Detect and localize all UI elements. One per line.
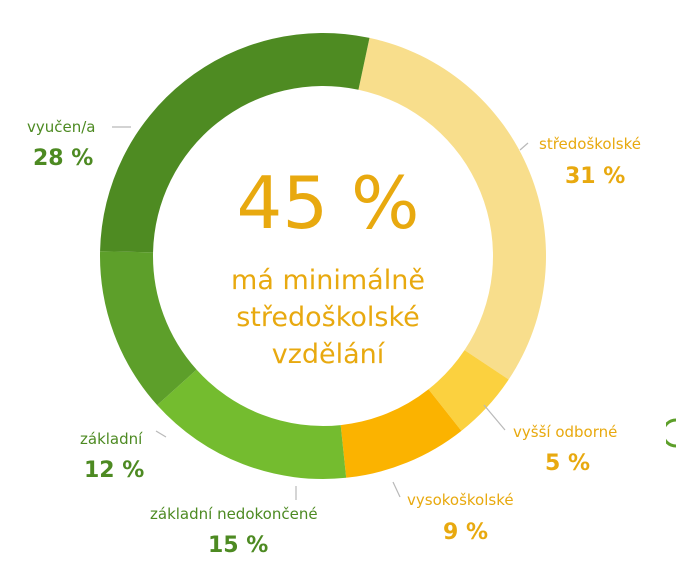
- leader-line-1: [483, 404, 506, 431]
- edge-decoration: [666, 418, 677, 448]
- slice-value-zakladni: 12 %: [84, 458, 145, 483]
- leader-line-4: [155, 430, 167, 438]
- donut-slice-3: [157, 369, 347, 479]
- center-headline: 45 %: [236, 161, 420, 245]
- slice-label-vyucen: vyučen/a: [27, 118, 96, 136]
- center-caption: má minimálně středoškolské vzdělání: [178, 262, 478, 373]
- center-caption-line-2: středoškolské: [236, 302, 420, 333]
- donut-slice-0: [358, 37, 546, 380]
- donut-slice-1: [428, 350, 509, 431]
- donut-slice-5: [100, 32, 370, 253]
- slice-value-stredoskolske: 31 %: [565, 164, 626, 189]
- slice-value-vyucen: 28 %: [33, 146, 94, 171]
- center-caption-line-3: vzdělání: [271, 339, 385, 370]
- leader-line-2: [392, 481, 401, 498]
- donut-slice-4: [100, 251, 197, 406]
- leader-line-0: [519, 142, 529, 151]
- slice-value-vysokoskolske: 9 %: [443, 520, 489, 545]
- slice-label-vyssi-odborne: vyšší odborné: [513, 423, 618, 441]
- center-caption-line-1: má minimálně: [231, 265, 425, 296]
- slice-label-zakladni: základní: [80, 430, 143, 448]
- slice-value-zakladni-nedokoncene: 15 %: [208, 533, 269, 558]
- donut-slice-2: [340, 389, 462, 478]
- slice-label-zakladni-nedokoncene: základní nedokončené: [150, 505, 318, 523]
- slice-label-vysokoskolske: vysokoškolské: [407, 491, 514, 509]
- slice-label-stredoskolske: středoškolské: [539, 135, 641, 153]
- slice-value-vyssi-odborne: 5 %: [545, 451, 591, 476]
